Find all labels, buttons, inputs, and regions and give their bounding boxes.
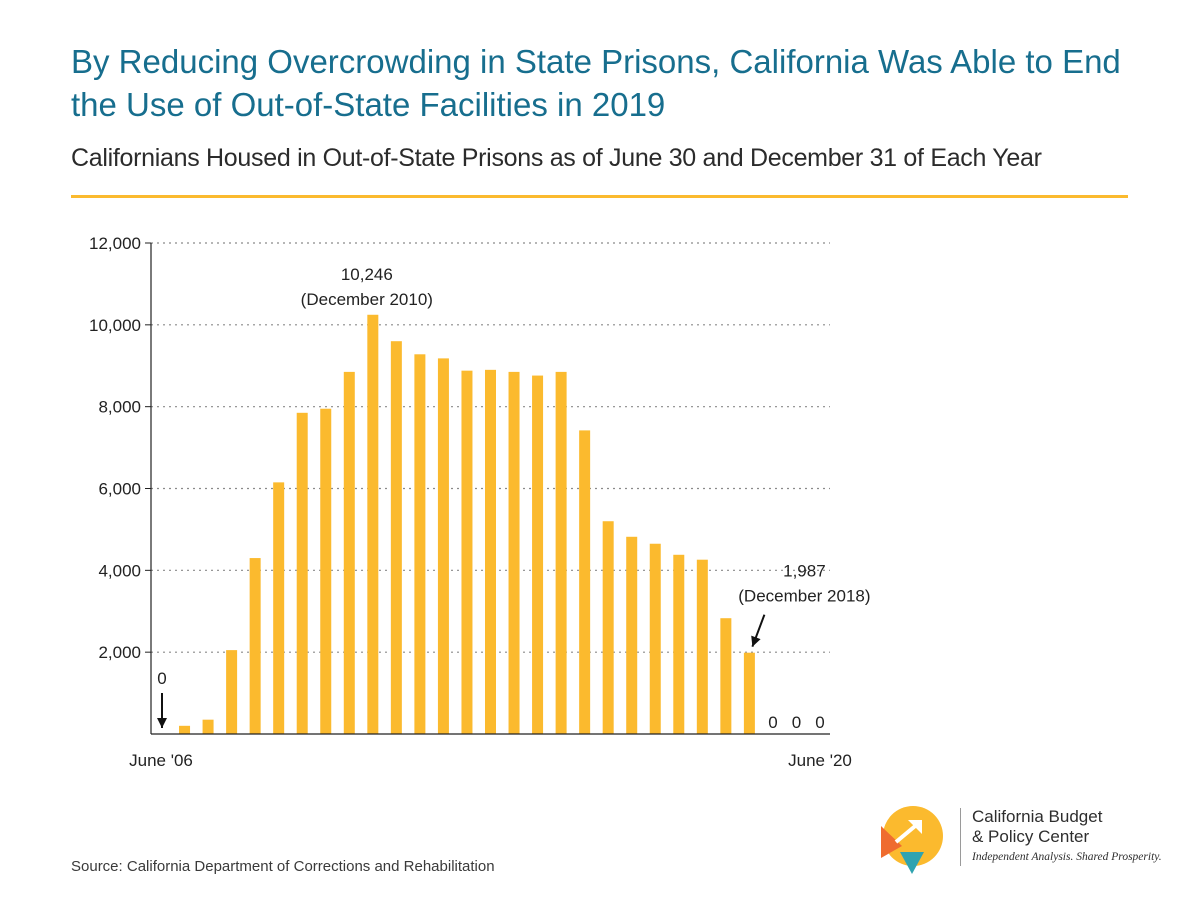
chart-subtitle: Californians Housed in Out-of-State Pris… bbox=[71, 144, 1042, 172]
bar bbox=[320, 408, 332, 734]
x-end-label: June '20 bbox=[788, 751, 852, 770]
data-label: 0 bbox=[792, 713, 801, 732]
bar bbox=[485, 369, 496, 734]
bar bbox=[249, 558, 261, 734]
data-label-note: (December 2010) bbox=[301, 290, 433, 309]
data-label: 0 bbox=[768, 713, 777, 732]
bar bbox=[414, 354, 426, 734]
y-tick-label: 10,000 bbox=[89, 316, 141, 335]
bar bbox=[602, 521, 614, 734]
y-tick-label: 4,000 bbox=[98, 561, 141, 580]
bar bbox=[649, 543, 661, 734]
bar bbox=[437, 358, 449, 734]
source-note: Source: California Department of Correct… bbox=[71, 858, 495, 875]
y-tick-label: 12,000 bbox=[89, 234, 141, 253]
bar bbox=[555, 371, 567, 734]
bar bbox=[720, 618, 732, 734]
data-label: 10,246 bbox=[341, 265, 393, 284]
logo-name-line1: California Budget bbox=[972, 807, 1103, 826]
data-label-note: (December 2018) bbox=[738, 587, 870, 606]
bar bbox=[696, 559, 708, 734]
data-label: 0 bbox=[815, 713, 824, 732]
logo-mark-icon bbox=[881, 806, 943, 874]
annotation-arrow-head bbox=[157, 718, 167, 728]
bar bbox=[508, 371, 520, 734]
logo-divider bbox=[960, 808, 961, 866]
bar bbox=[673, 554, 685, 734]
bar bbox=[532, 375, 544, 734]
bar bbox=[390, 341, 402, 734]
y-tick-label: 6,000 bbox=[98, 480, 141, 499]
cbpc-logo: California Budget & Policy Center Indepe… bbox=[872, 800, 1172, 875]
logo-name-line2: & Policy Center bbox=[972, 827, 1090, 846]
chart-title: By Reducing Overcrowding in State Prison… bbox=[71, 43, 1121, 123]
bar bbox=[367, 314, 379, 734]
bar bbox=[273, 482, 285, 734]
y-tick-label: 8,000 bbox=[98, 398, 141, 417]
title-rule bbox=[71, 195, 1128, 198]
bar bbox=[226, 650, 238, 734]
bar bbox=[179, 725, 191, 734]
y-tick-label: 2,000 bbox=[98, 643, 141, 662]
bar bbox=[626, 536, 638, 734]
bar bbox=[743, 652, 755, 734]
bar bbox=[343, 371, 355, 734]
annotation-arrow-head bbox=[751, 635, 761, 647]
x-start-label: June '06 bbox=[129, 751, 193, 770]
bar bbox=[461, 370, 473, 734]
data-label: 1,987 bbox=[783, 562, 826, 581]
bar bbox=[296, 412, 308, 734]
logo-tagline: Independent Analysis. Shared Prosperity. bbox=[972, 851, 1162, 863]
data-label: 0 bbox=[157, 669, 166, 688]
bar bbox=[202, 719, 214, 734]
bar bbox=[579, 430, 591, 734]
